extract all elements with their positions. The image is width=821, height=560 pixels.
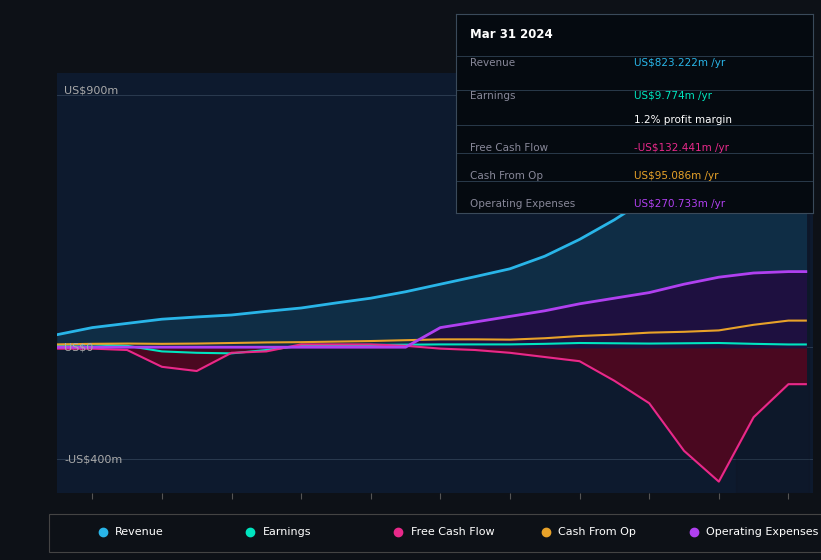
Text: US$95.086m /yr: US$95.086m /yr <box>635 171 718 181</box>
Bar <box>49 514 821 552</box>
Text: Cash From Op: Cash From Op <box>558 527 636 537</box>
Text: Free Cash Flow: Free Cash Flow <box>470 143 548 153</box>
Text: Operating Expenses: Operating Expenses <box>706 527 819 537</box>
Bar <box>736 73 810 493</box>
Text: -US$400m: -US$400m <box>64 454 122 464</box>
Text: Earnings: Earnings <box>470 91 516 101</box>
Text: US$9.774m /yr: US$9.774m /yr <box>635 91 713 101</box>
Text: Revenue: Revenue <box>470 58 515 68</box>
Text: Revenue: Revenue <box>115 527 163 537</box>
Text: US$270.733m /yr: US$270.733m /yr <box>635 199 725 209</box>
Text: -US$132.441m /yr: -US$132.441m /yr <box>635 143 729 153</box>
Text: US$823.222m /yr: US$823.222m /yr <box>635 58 726 68</box>
Text: Earnings: Earnings <box>263 527 311 537</box>
Text: US$0: US$0 <box>64 342 94 352</box>
Text: Mar 31 2024: Mar 31 2024 <box>470 28 553 41</box>
Text: Cash From Op: Cash From Op <box>470 171 543 181</box>
Text: US$900m: US$900m <box>64 85 119 95</box>
Text: Operating Expenses: Operating Expenses <box>470 199 576 209</box>
Text: Free Cash Flow: Free Cash Flow <box>410 527 494 537</box>
Text: 1.2% profit margin: 1.2% profit margin <box>635 115 732 125</box>
